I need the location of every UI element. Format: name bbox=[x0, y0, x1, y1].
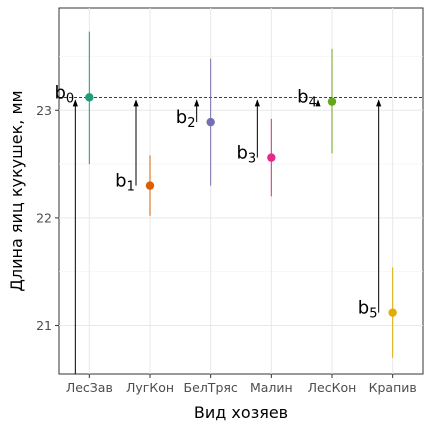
mean-point bbox=[267, 153, 276, 162]
y-tick-label: 23 bbox=[36, 103, 52, 118]
mean-point bbox=[85, 93, 94, 102]
x-tick-label: Малин bbox=[250, 380, 293, 395]
mean-point bbox=[206, 117, 215, 127]
axes: 21 22 23 ЛесЗав ЛугКон БелТряс Малин ЛесКон Крап… bbox=[36, 103, 417, 395]
coefficient-arrowhead bbox=[194, 99, 200, 107]
coefficient-arrowhead bbox=[315, 99, 321, 107]
x-tick-label: ЛугКон bbox=[126, 380, 174, 395]
panel-background bbox=[58, 7, 424, 375]
y-tick-label: 22 bbox=[36, 210, 52, 225]
x-tick-label: БелТряс bbox=[184, 380, 238, 395]
mean-point bbox=[327, 97, 337, 106]
x-tick-label: ЛесЗав bbox=[66, 380, 113, 395]
y-tick-label: 21 bbox=[36, 318, 52, 333]
x-tick-label: Крапив bbox=[369, 380, 417, 395]
coefficient-arrowhead bbox=[133, 99, 139, 107]
mean-point bbox=[145, 181, 155, 190]
coefficient-arrowhead bbox=[376, 99, 382, 107]
x-axis-title: Вид хозяев bbox=[194, 403, 288, 422]
coefficient-arrowhead bbox=[72, 99, 78, 107]
coefficient-arrowhead bbox=[254, 99, 260, 107]
mean-point bbox=[388, 308, 397, 317]
y-axis-title: Длина яиц кукушек, мм bbox=[7, 90, 26, 291]
x-tick-label: ЛесКон bbox=[308, 380, 357, 395]
